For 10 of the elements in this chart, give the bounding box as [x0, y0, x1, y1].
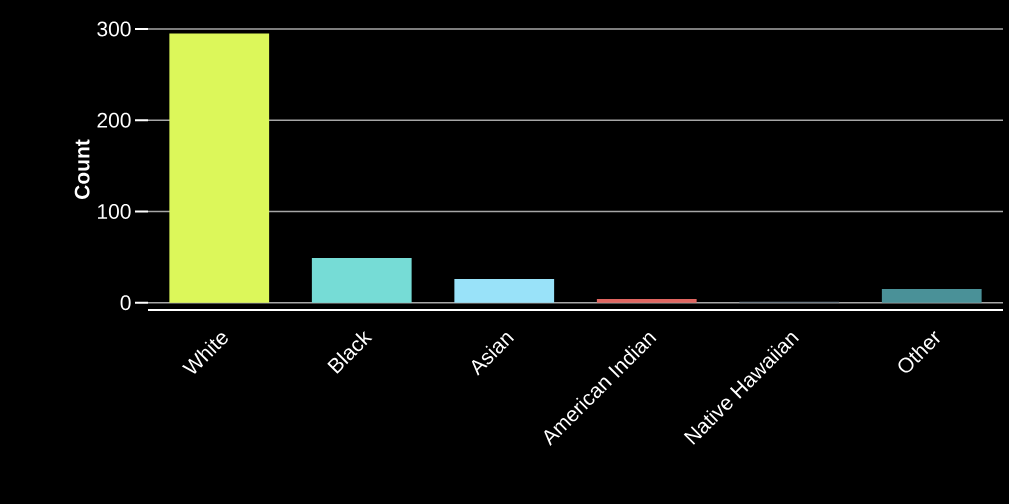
bar [454, 278, 555, 303]
y-tick-label: 100 [98, 204, 131, 219]
bar [311, 258, 412, 303]
y-tick-label: 0 [120, 295, 131, 311]
y-axis-title: Count [74, 139, 90, 199]
y-tick-label: 200 [97, 112, 131, 128]
bar [596, 299, 697, 303]
y-tick-label: 300 [97, 21, 131, 37]
bar [881, 289, 982, 303]
bar [169, 33, 270, 303]
